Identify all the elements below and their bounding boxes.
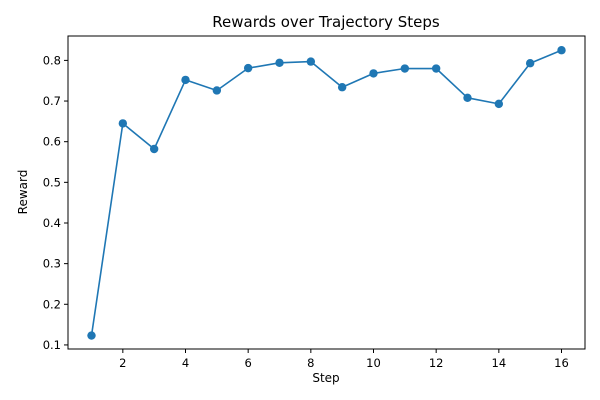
y-tick-label: 0.1 xyxy=(43,338,61,352)
data-point xyxy=(118,119,128,128)
y-tick-label: 0.3 xyxy=(43,257,61,271)
series-layer xyxy=(87,46,566,340)
x-tick-label: 10 xyxy=(366,356,381,370)
x-axis-label: Step xyxy=(312,371,339,385)
y-tick-label: 0.5 xyxy=(43,175,61,189)
x-tick-label: 6 xyxy=(245,356,252,370)
data-point xyxy=(243,63,253,73)
y-tick-label: 0.4 xyxy=(43,216,61,230)
data-point xyxy=(400,64,410,73)
data-point xyxy=(369,69,378,78)
data-point xyxy=(337,83,347,92)
data-point xyxy=(87,331,96,340)
y-tick-label: 0.8 xyxy=(43,53,61,67)
series-line xyxy=(90,49,562,336)
x-tick-label: 8 xyxy=(307,356,314,370)
data-point xyxy=(463,93,472,102)
plot-area xyxy=(67,35,586,350)
y-tick-label: 0.7 xyxy=(43,94,61,108)
x-tick-label: 4 xyxy=(182,356,189,370)
data-point xyxy=(149,144,159,154)
y-tick-label: 0.6 xyxy=(43,135,61,149)
x-tick-label: 16 xyxy=(554,356,569,370)
data-point xyxy=(494,99,504,109)
data-point xyxy=(306,57,316,66)
data-point xyxy=(275,58,284,68)
data-point xyxy=(431,64,441,73)
data-point xyxy=(525,59,535,68)
data-point xyxy=(181,75,190,85)
x-axis: 2 4 6 8 10 12 14 16 xyxy=(119,349,569,370)
y-axis-label: Reward xyxy=(16,170,30,215)
y-tick-label: 0.2 xyxy=(43,297,61,311)
data-point xyxy=(212,86,222,95)
data-point xyxy=(557,46,566,55)
x-tick-label: 2 xyxy=(119,356,126,370)
y-axis: 0.1 0.2 0.3 0.4 0.5 0.6 0.7 0.8 xyxy=(43,53,68,352)
x-tick-label: 12 xyxy=(429,356,444,370)
x-tick-label: 14 xyxy=(492,356,507,370)
chart-title: Rewards over Trajectory Steps xyxy=(212,13,440,31)
